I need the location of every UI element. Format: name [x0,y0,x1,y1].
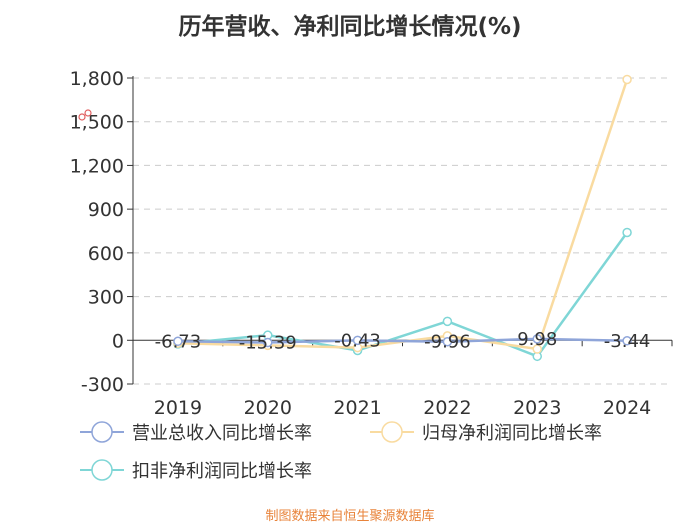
chart-title: 历年营收、净利同比增长情况(%) [178,14,522,40]
label-layer: -6.73 -15.39 -0.43 -9.96 9.98 -3.44 [155,329,651,354]
y-tick-label: 1,800 [70,68,124,90]
data-label: -9.96 [424,332,471,353]
data-label: -15.39 [239,333,297,354]
data-point[interactable] [173,336,183,347]
y-tick-label: -300 [81,374,124,396]
legend-item[interactable]: 营业总收入同比增长率 [80,421,312,444]
data-point[interactable] [532,334,542,344]
data-label: 9.98 [517,329,557,350]
x-tick-label: 2020 [244,397,292,419]
legend-item[interactable]: 扣非净利润同比增长率 [80,459,312,482]
y-tick-label: 1,200 [70,155,124,177]
data-point[interactable] [532,344,542,354]
data-point[interactable] [442,316,453,327]
data-point[interactable] [263,337,273,348]
series-line [177,79,629,351]
x-tick-label: 2024 [603,397,651,419]
legend-marker-icon [91,421,113,443]
y-tick-label: 600 [88,243,124,265]
data-label: -6.73 [155,331,202,352]
data-point[interactable] [622,227,632,238]
data-point[interactable] [442,336,453,347]
data-source-note: 制图数据来自恒生聚源数据库 [265,509,435,524]
data-point[interactable] [622,74,632,85]
grid-layer [133,77,672,385]
decorative-mark-icon [78,109,92,121]
x-tick-label: 2022 [423,397,471,419]
series-layer [173,74,632,362]
legend-label: 扣非净利润同比增长率 [132,461,312,482]
legend-label: 营业总收入同比增长率 [132,423,312,444]
legend-marker-icon [91,459,113,481]
data-point[interactable] [622,336,632,346]
data-label: -3.44 [604,331,651,352]
data-label: -0.43 [334,330,381,351]
legend-label: 归母净利润同比增长率 [422,423,602,444]
x-tick-label: 2023 [513,397,561,419]
x-tick-label: 2021 [333,397,381,419]
y-tick-label: 0 [112,330,124,352]
y-tick-label: 300 [88,287,124,309]
legend-marker-icon [381,421,403,443]
y-tick-label: 900 [88,199,124,221]
x-tick-label: 2019 [154,397,202,419]
legend-item[interactable]: 归母净利润同比增长率 [370,421,602,444]
series-line [177,231,629,358]
data-point[interactable] [352,335,363,346]
y-tick-label: 1,500 [70,112,124,134]
series-line [177,337,628,344]
axis-layer: -300 0 300 600 900 1,200 1,500 1,800 2019 2020 202… [70,68,673,419]
